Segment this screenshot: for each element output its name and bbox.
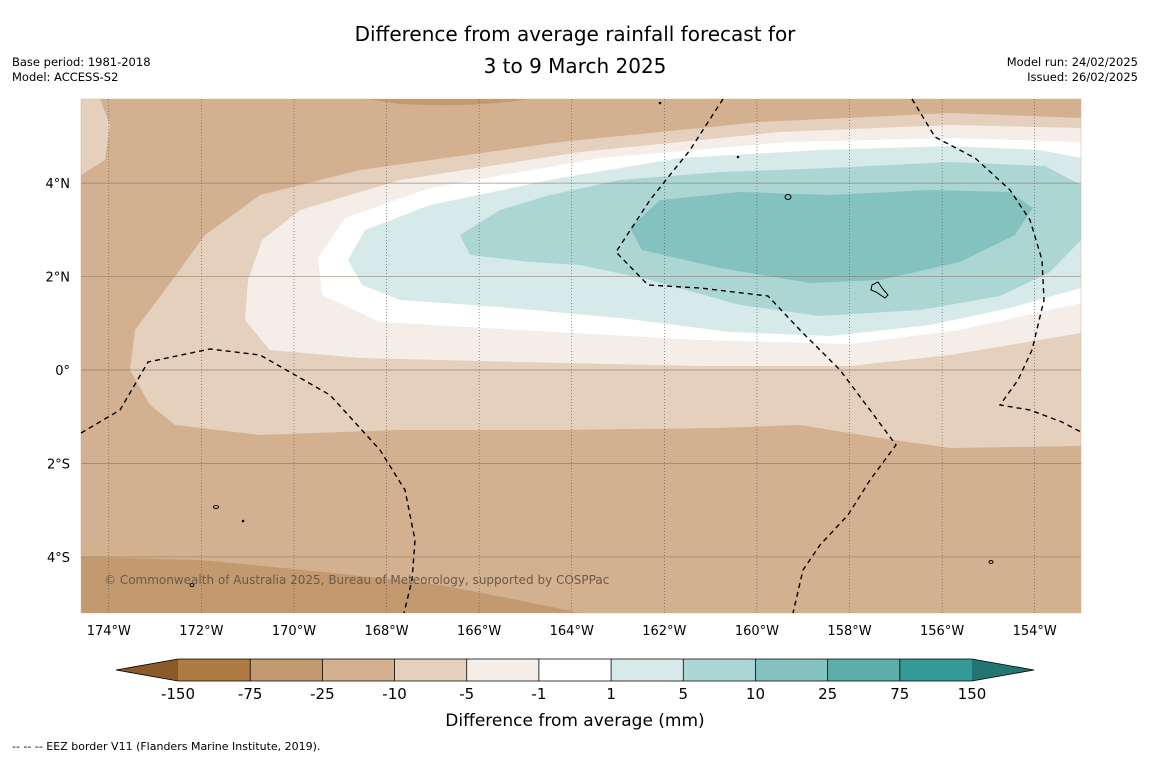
colorbar-tick-label: 5 <box>678 685 688 703</box>
latitude-tick-labels: 4°N 2°N 0° 2°S 4°S <box>46 177 71 566</box>
copyright-text: © Commonwealth of Australia 2025, Bureau… <box>104 573 609 587</box>
colorbar-tick-label: 1 <box>606 685 616 703</box>
eez-border-central <box>615 98 897 614</box>
field-corner-light <box>81 99 110 175</box>
lat-tick-label: 2°S <box>47 457 70 472</box>
colorbar-swatch <box>394 659 468 681</box>
colorbar-swatch <box>611 659 684 681</box>
lat-tick-label: 4°S <box>47 551 70 566</box>
colorbar-swatch <box>827 659 901 681</box>
colorbar-swatch <box>755 659 829 681</box>
eez-borders <box>80 98 1082 614</box>
lon-tick-label: 160°W <box>735 624 779 639</box>
chart-title: Difference from average rainfall forecas… <box>0 18 1150 82</box>
colorbar-swatch <box>683 659 756 681</box>
colorbar-swatch <box>466 659 540 681</box>
title-line-1: Difference from average rainfall forecas… <box>354 22 796 46</box>
lat-tick-label: 0° <box>55 364 70 379</box>
map-field <box>81 99 1081 613</box>
lon-tick-label: 156°W <box>920 624 964 639</box>
eez-border-east <box>911 98 1082 433</box>
model-text: Model: ACCESS-S2 <box>12 70 119 84</box>
meta-right: Model run: 24/02/2025 Issued: 26/02/2025 <box>1007 55 1138 85</box>
island-outline <box>189 583 195 587</box>
colorbar-tick-labels: -150 -75 -25 -10 -5 -1 1 5 10 25 75 150 <box>161 685 986 703</box>
lon-tick-label: 174°W <box>87 624 131 639</box>
lon-tick-label: 170°W <box>272 624 316 639</box>
map-frame <box>80 98 1082 614</box>
colorbar-swatch <box>899 659 973 681</box>
islands <box>189 101 994 587</box>
lon-tick-label: 166°W <box>457 624 501 639</box>
colorbar-outline <box>115 658 1035 682</box>
island-outline <box>213 505 219 509</box>
island-outline <box>241 519 245 523</box>
island-outline <box>784 194 792 200</box>
island-outline <box>658 101 662 105</box>
colorbar-label: Difference from average (mm) <box>445 711 704 731</box>
graticule <box>81 99 1081 613</box>
island-outline <box>736 155 740 159</box>
island-outline <box>988 560 994 564</box>
colorbar-swatch <box>322 659 396 681</box>
colorbar-tick-label: -75 <box>238 685 263 703</box>
colorbar-tick-label: -10 <box>382 685 407 703</box>
colorbar <box>115 658 1035 682</box>
issued-text: Issued: 26/02/2025 <box>1027 70 1138 84</box>
colorbar-swatch <box>178 659 251 681</box>
eez-border-west <box>80 348 416 614</box>
colorbar-tick-label: -150 <box>161 685 195 703</box>
rainfall-anomaly-map: © Commonwealth of Australia 2025, Bureau… <box>46 98 1082 731</box>
colorbar-tick-label: -1 <box>531 685 546 703</box>
lon-tick-label: 164°W <box>550 624 594 639</box>
colorbar-tick-label: 75 <box>890 685 909 703</box>
colorbar-swatch <box>538 659 612 681</box>
colorbar-swatch <box>250 659 323 681</box>
eez-footnote: -- -- -- EEZ border V11 (Flanders Marine… <box>12 740 321 753</box>
base-period-text: Base period: 1981-2018 <box>12 55 151 69</box>
field-band-plus10 <box>630 190 1033 283</box>
field-band-minus75-top <box>365 99 530 106</box>
colorbar-tick-label: 10 <box>746 685 765 703</box>
model-run-text: Model run: 24/02/2025 <box>1006 55 1138 69</box>
colorbar-extend-high <box>972 659 1034 681</box>
lon-tick-label: 154°W <box>1013 624 1057 639</box>
field-band-minus75-bottom <box>81 557 580 613</box>
lon-tick-label: 162°W <box>642 624 686 639</box>
longitude-tick-labels: 174°W 172°W 170°W 168°W 166°W 164°W 162°W 160°W… <box>87 624 1057 639</box>
colorbar-extend-low <box>116 659 178 681</box>
lat-tick-label: 4°N <box>46 177 71 192</box>
island-outline <box>870 281 889 299</box>
lat-tick-label: 2°N <box>46 271 71 286</box>
colorbar-tick-label: -25 <box>310 685 335 703</box>
lon-tick-label: 172°W <box>179 624 223 639</box>
title-line-2: 3 to 9 March 2025 <box>483 54 667 78</box>
colorbar-tick-label: 150 <box>958 685 987 703</box>
lon-tick-label: 168°W <box>364 624 408 639</box>
meta-left: Base period: 1981-2018 Model: ACCESS-S2 <box>12 55 151 85</box>
colorbar-tick-label: -5 <box>459 685 474 703</box>
lon-tick-label: 158°W <box>827 624 871 639</box>
colorbar-tick-label: 25 <box>818 685 837 703</box>
